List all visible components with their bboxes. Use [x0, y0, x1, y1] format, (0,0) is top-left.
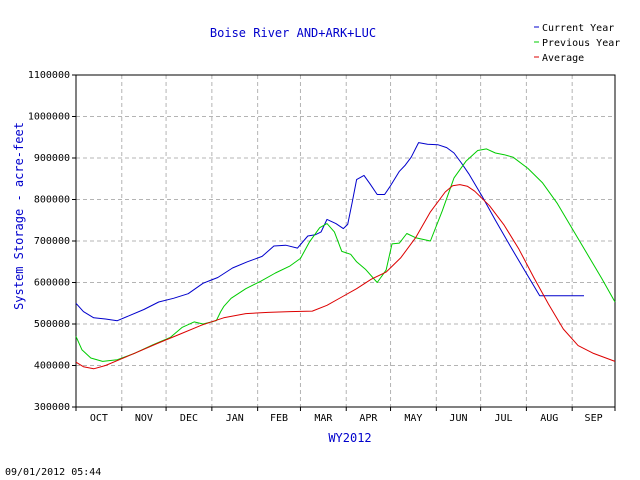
x-tick-label: APR — [359, 413, 378, 424]
x-axis-label: WY2012 — [328, 431, 371, 445]
x-tick-label: FEB — [270, 413, 288, 424]
x-tick-label: OCT — [90, 413, 108, 424]
y-tick-label: 900000 — [34, 153, 70, 164]
y-tick-label: 1100000 — [28, 70, 70, 81]
series-line-average — [75, 184, 616, 370]
legend-item-current-year: Current Year — [534, 23, 614, 34]
x-tick-label: JUN — [449, 413, 467, 424]
series-line-current-year — [75, 142, 584, 322]
grid — [76, 75, 615, 407]
series-line-previous-year — [75, 148, 616, 362]
y-tick-label: 400000 — [34, 361, 70, 372]
legend-item-average: Average — [534, 53, 584, 64]
y-tick-label: 300000 — [34, 402, 70, 413]
x-tick-label: DEC — [180, 413, 198, 424]
y-tick-label: 1000000 — [28, 112, 70, 123]
chart-title: Boise River AND+ARK+LUC — [210, 26, 376, 40]
legend-label-average: Average — [542, 53, 584, 64]
x-tick-label: MAY — [404, 413, 422, 424]
x-axis: OCT NOV DEC JAN FEB MAR APR MAY JUN JUL AUG SEP — [75, 407, 616, 424]
x-tick-label: SEP — [585, 413, 603, 424]
x-tick-label: JUL — [494, 413, 512, 424]
x-tick-label: AUG — [540, 413, 558, 424]
y-axis: 300000 400000 500000 600000 700000 800000 9000… — [28, 70, 76, 413]
x-tick-label: NOV — [135, 413, 153, 424]
timestamp: 09/01/2012 05:44 — [5, 467, 101, 478]
legend: Current Year Previous Year Average — [534, 23, 620, 64]
y-tick-label: 500000 — [34, 319, 70, 330]
legend-label-previous-year: Previous Year — [542, 38, 620, 49]
y-tick-label: 600000 — [34, 278, 70, 289]
y-tick-label: 700000 — [34, 236, 70, 247]
y-tick-label: 800000 — [34, 195, 70, 206]
legend-label-current-year: Current Year — [542, 23, 614, 34]
x-tick-label: MAR — [314, 413, 333, 424]
x-tick-label: JAN — [226, 413, 244, 424]
y-axis-label: System Storage - acre-feet — [12, 122, 26, 310]
series-lines — [75, 142, 616, 370]
legend-item-previous-year: Previous Year — [534, 38, 620, 49]
